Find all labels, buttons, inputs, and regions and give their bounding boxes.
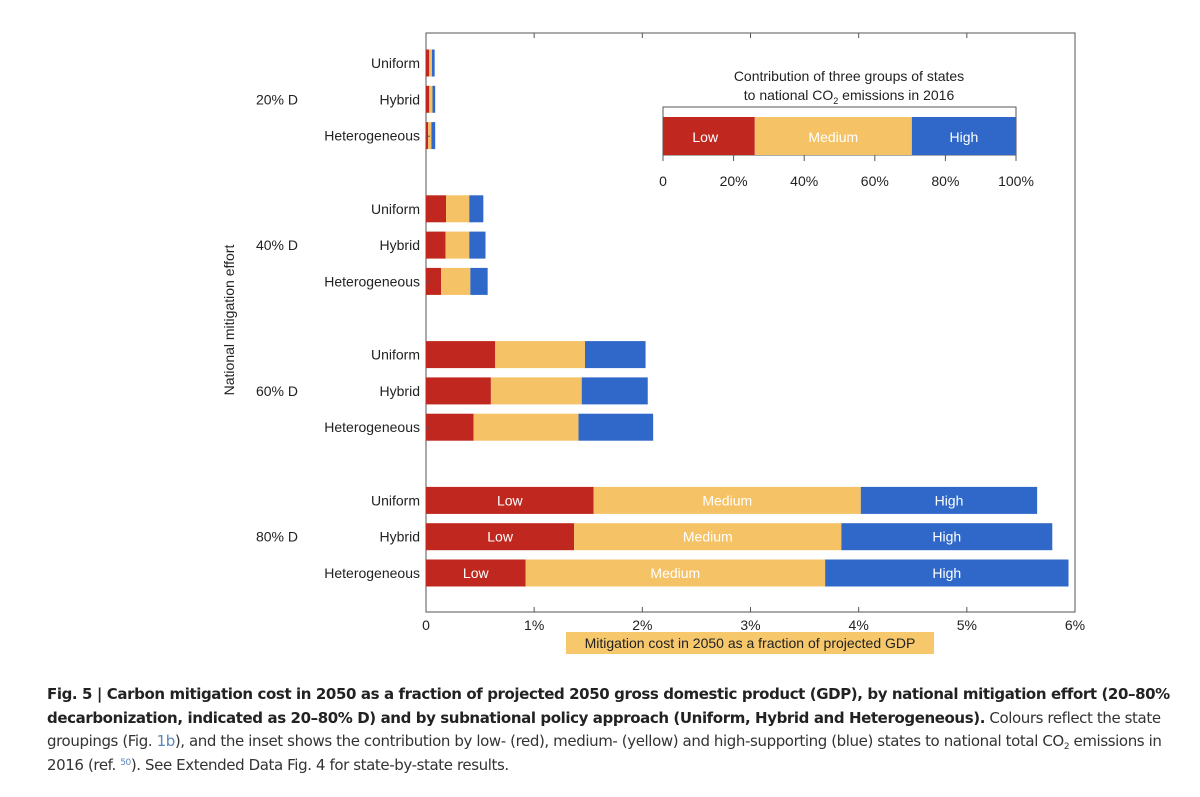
bar-category-label: Hybrid — [380, 529, 420, 545]
inset-title-line1: Contribution of three groups of states — [734, 68, 964, 84]
x-axis-label: Mitigation cost in 2050 as a fraction of… — [585, 635, 916, 651]
stacked-bar-chart: 0 1% 2% 3% 4% 5% 6% Mitigation cost in 2050 as … — [221, 32, 1085, 654]
x-tick-label: 0 — [422, 617, 430, 633]
bar-segment-high — [432, 85, 436, 113]
bar-segment-low — [426, 486, 594, 514]
bar-segment-medium — [428, 122, 432, 150]
inset-segment-medium — [754, 117, 912, 155]
bar-segment-medium — [446, 195, 470, 223]
bar-segment-high — [841, 523, 1053, 551]
bar-segment-high — [860, 486, 1038, 514]
bar-segment-low — [426, 559, 526, 587]
caption-text-1: Colours reflect the state groupings (Fig… — [47, 708, 1161, 751]
bar-segment-medium — [495, 341, 586, 369]
x-axis-label-highlight — [566, 632, 934, 654]
x-tick-label: 3% — [740, 617, 760, 633]
inset-x-tick-label: 100% — [998, 173, 1034, 189]
inset-x-tick-label: 20% — [720, 173, 748, 189]
inset-x-tick-label: 60% — [861, 173, 889, 189]
bar-segment-high — [585, 341, 646, 369]
caption-subscript: 2 — [1063, 742, 1070, 752]
citation-reference-link[interactable]: 50 — [120, 757, 131, 768]
bar-segment-low — [426, 523, 575, 551]
bar-category-label: Uniform — [371, 492, 420, 508]
x-tick-label: 5% — [957, 617, 977, 633]
bar-segment-label: Medium — [683, 529, 733, 545]
bar-segment-high — [578, 413, 654, 441]
caption-text-3: emissions in 2016 (ref. — [47, 732, 1162, 774]
bar-segment-label: Low — [463, 565, 490, 581]
x-tick-label: 2% — [632, 617, 652, 633]
bar-segment-medium — [473, 413, 579, 441]
group-label: 60% D — [256, 383, 298, 399]
bar-category-label: Heterogeneous — [324, 419, 420, 435]
bar-segment-low — [426, 413, 474, 441]
bar-category-label: Hybrid — [380, 237, 420, 253]
bar-segment-label: Medium — [702, 492, 752, 508]
bar-segment-low — [426, 195, 447, 223]
bar-segment-label: High — [935, 492, 964, 508]
bar-segment-high — [581, 377, 648, 405]
bar-segment-label: Medium — [650, 565, 700, 581]
bar-segment-low — [426, 341, 496, 369]
bar-segment-label: High — [932, 529, 961, 545]
bar-segment-medium — [490, 377, 582, 405]
bar-segment-high — [469, 195, 484, 223]
group-label: 40% D — [256, 237, 298, 253]
inset-segment-label: Low — [692, 129, 719, 145]
inset-segment-low — [663, 117, 755, 155]
bar-segment-medium — [525, 559, 826, 587]
inset-segment-label: Medium — [808, 129, 858, 145]
bar-segment-medium — [441, 267, 471, 295]
bar-category-label: Uniform — [371, 201, 420, 217]
bar-segment-medium — [429, 85, 433, 113]
bar-segment-high — [470, 267, 488, 295]
bar-segment-medium — [593, 486, 861, 514]
bar-segment-medium — [429, 49, 432, 77]
x-tick-label: 1% — [524, 617, 544, 633]
inset-segment-label: High — [950, 129, 979, 145]
caption-text-2: ), and the inset shows the contribution … — [174, 732, 1064, 750]
bar-segment-high — [431, 49, 435, 77]
inset-x-tick-label: 80% — [931, 173, 959, 189]
bar-category-label: Uniform — [371, 347, 420, 363]
x-tick-label: 6% — [1065, 617, 1085, 633]
bar-category-label: Heterogeneous — [324, 128, 420, 144]
bar-category-label: Hybrid — [380, 91, 420, 107]
bar-category-label: Heterogeneous — [324, 273, 420, 289]
figure-caption: Fig. 5 | Carbon mitigation cost in 2050 … — [47, 683, 1187, 777]
inset-segment-high — [911, 117, 1016, 155]
bar-segment-label: Low — [497, 492, 524, 508]
bar-segment-low — [426, 49, 430, 77]
bar-segment-label: Low — [487, 529, 514, 545]
bar-segment-high — [469, 231, 486, 259]
bar-segment-medium — [574, 523, 842, 551]
y-axis-label: National mitigation effort — [221, 245, 237, 396]
inset-x-tick-label: 0 — [659, 173, 667, 189]
x-tick-label: 4% — [849, 617, 869, 633]
bar-segment-high — [825, 559, 1069, 587]
bar-segment-low — [426, 85, 430, 113]
bar-category-label: Hybrid — [380, 383, 420, 399]
group-label: 80% D — [256, 529, 298, 545]
bar-segment-low — [426, 122, 429, 150]
bar-category-label: Uniform — [371, 55, 420, 71]
bar-segment-label: High — [932, 565, 961, 581]
figure-reference-link[interactable]: 1b — [156, 732, 176, 750]
inset-x-tick-label: 40% — [790, 173, 818, 189]
caption-title: Fig. 5 | Carbon mitigation cost in 2050 … — [47, 685, 1170, 727]
bar-segment-low — [426, 267, 442, 295]
bar-segment-medium — [445, 231, 470, 259]
bar-segment-low — [426, 231, 446, 259]
bar-segment-high — [431, 122, 436, 150]
bar-segment-low — [426, 377, 491, 405]
caption-text-4: ). See Extended Data Fig. 4 for state-by… — [130, 755, 509, 774]
group-label: 20% D — [256, 91, 298, 107]
bar-category-label: Heterogeneous — [324, 565, 420, 581]
inset-title-line2: to national CO2 emissions in 2016 — [744, 87, 955, 106]
